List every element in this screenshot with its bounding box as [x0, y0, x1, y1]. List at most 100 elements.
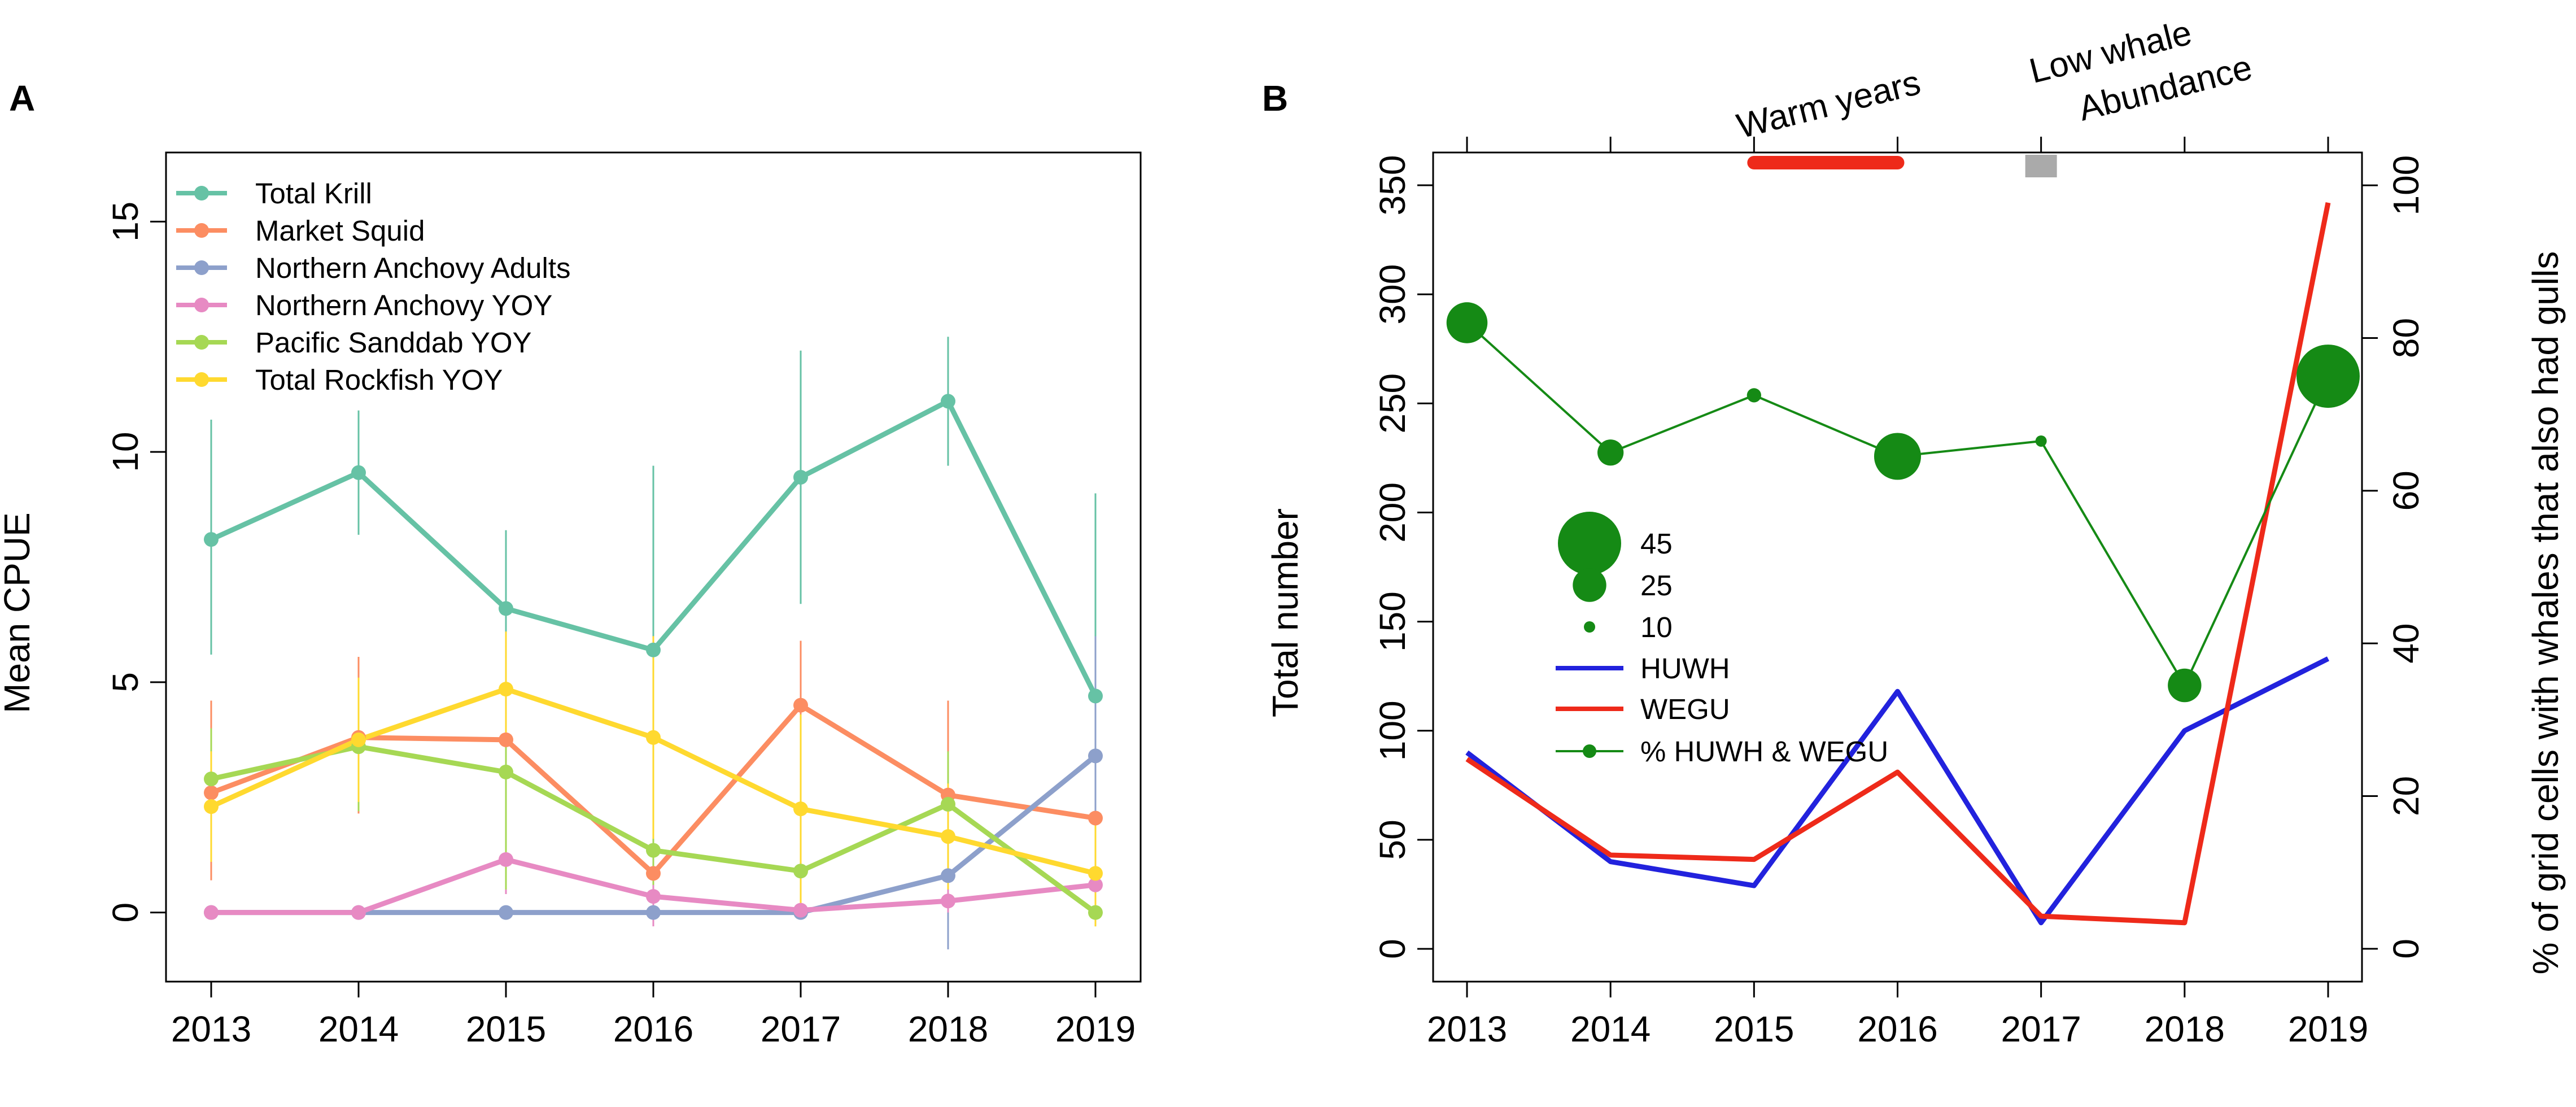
- panel-a-data-point: [499, 764, 513, 779]
- panel-b-legend-label: HUWH: [1640, 652, 1730, 685]
- panel-b-size-legend-marker: [1584, 621, 1595, 633]
- panel-a-data-point: [499, 601, 513, 616]
- panel-b-size-legend-label: 25: [1640, 569, 1673, 602]
- panel-a-data-point: [499, 682, 513, 697]
- panel-b-x-tick-label: 2014: [1570, 1009, 1651, 1049]
- panel-a-data-point: [793, 864, 808, 879]
- panel-b-y-tick-label: 0: [1372, 939, 1413, 959]
- panel-a-legend-marker: [194, 260, 209, 275]
- panel-a-data-point: [793, 469, 808, 485]
- panel-b-x-tick-label: 2015: [1714, 1009, 1794, 1049]
- panel-a-legend-marker: [194, 223, 209, 238]
- panel-b-right-y-tick-label: 40: [2386, 624, 2426, 664]
- panel-a-data-point: [499, 852, 513, 867]
- panel-b-data-point: [1446, 302, 1488, 343]
- panel-b-low-whale-marker: [2025, 155, 2057, 177]
- panel-b-y-tick-label: 100: [1372, 700, 1413, 761]
- panel-b-data-point: [1747, 388, 1761, 403]
- panel-a-data-point: [941, 868, 955, 883]
- panel-a-data-point: [351, 465, 366, 480]
- panel-b-y-tick-label: 200: [1372, 482, 1413, 543]
- panel-a-legend: Total Krill Market Squid Northern Anchovy …: [176, 177, 571, 396]
- panel-a-data-point: [646, 889, 661, 904]
- panel-b-right-y-tick-label: 60: [2386, 470, 2426, 511]
- panel-a-y-tick-label: 10: [105, 432, 146, 472]
- panel-a-data-point: [204, 772, 219, 787]
- panel-a-data-point: [1088, 688, 1103, 704]
- panel-a-data-point: [646, 642, 661, 657]
- panel-b-top-axis: [1466, 137, 2329, 154]
- panel-a-legend-label: Northern Anchovy YOY: [255, 289, 552, 321]
- panel-b-y-tick-label: 50: [1372, 820, 1413, 860]
- panel-a-y-tick-label: 5: [105, 672, 146, 692]
- panel-a-data-point: [941, 394, 955, 409]
- panel-b-size-legend-marker: [1573, 568, 1606, 602]
- panel-b-y-axis: 0 50 100 150 200 250 300 350: [1372, 155, 1434, 959]
- panel-b-size-legend-marker: [1558, 512, 1621, 575]
- panel-a-legend-label: Pacific Sanddab YOY: [255, 326, 532, 359]
- panel-a-x-tick-label: 2018: [908, 1009, 988, 1049]
- panel-b-x-tick-label: 2018: [2145, 1009, 2225, 1049]
- panel-b-legend-label: % HUWH & WEGU: [1640, 735, 1888, 768]
- panel-b-series-line: [1465, 656, 2330, 926]
- panel-b-series-points: [1446, 302, 2360, 703]
- panel-a-letter: A: [9, 78, 35, 119]
- panel-a-legend-marker: [194, 372, 209, 387]
- panel-a-legend-marker: [194, 298, 209, 312]
- panel-b-right-y-axis: 0 20 40 60 80 100: [2361, 155, 2426, 959]
- panel-a-data-point: [1088, 810, 1103, 826]
- panel-b-y-tick-label: 250: [1372, 373, 1413, 434]
- panel-b-size-legend-label: 10: [1640, 611, 1673, 643]
- panel-a-data-point: [646, 905, 661, 920]
- panel-a-data-point: [941, 829, 955, 844]
- panel-a-x-tick-label: 2014: [318, 1009, 399, 1049]
- panel-a-x-axis: 2013 2014 2015 2016 2017 2018 2019: [171, 980, 1136, 1049]
- panel-a-data-point: [646, 843, 661, 858]
- panel-a-data-point: [204, 532, 219, 547]
- panel-b-x-tick-label: 2013: [1427, 1009, 1507, 1049]
- panel-a-legend-label: Northern Anchovy Adults: [255, 252, 571, 284]
- panel-a-data-point: [646, 866, 661, 881]
- panel-a-y-axis: 0 5 10 15: [105, 202, 167, 923]
- panel-a-data-point: [204, 785, 219, 800]
- panel-a-legend-marker: [194, 186, 209, 201]
- panel-a-data-point: [793, 698, 808, 713]
- panel-a-data-point: [1088, 748, 1103, 764]
- panel-a-legend-marker: [194, 335, 209, 350]
- panel-a-data-point: [499, 732, 513, 747]
- panel-a-x-tick-label: 2016: [613, 1009, 693, 1049]
- panel-b-x-tick-label: 2017: [2001, 1009, 2081, 1049]
- panel-b-letter: B: [1262, 78, 1288, 119]
- panel-b-data-point: [1874, 433, 1922, 480]
- panel-a-data-point: [351, 905, 366, 920]
- panel-b-series-line: [1465, 202, 2331, 926]
- panel-b-y-axis-title: Total number: [1265, 508, 1306, 717]
- panel-a-data-point: [793, 903, 808, 918]
- panel-b-right-y-tick-label: 80: [2386, 318, 2426, 358]
- panel-a-data-point: [941, 894, 955, 909]
- panel-b-y-tick-label: 350: [1372, 155, 1413, 216]
- panel-b-size-legend-label: 45: [1640, 528, 1673, 560]
- panel-a-y-tick-label: 15: [105, 202, 146, 242]
- panel-b-right-y-tick-label: 20: [2386, 776, 2426, 816]
- panel-b-y-tick-label: 150: [1372, 591, 1413, 652]
- panel-a-data-point: [1088, 905, 1103, 920]
- panel-b-y-tick-label: 300: [1372, 264, 1413, 325]
- panel-a-y-tick-label: 0: [105, 903, 146, 923]
- panel-a-data-point: [941, 797, 955, 812]
- panel-a-x-tick-label: 2013: [171, 1009, 251, 1049]
- panel-a-data-point: [204, 799, 219, 814]
- panel-a-x-tick-label: 2017: [761, 1009, 841, 1049]
- panel-a-data-point: [1088, 866, 1103, 881]
- panel-b-right-y-axis-title: % of grid cells with whales that also ha…: [2525, 251, 2566, 975]
- panel-a-data-point: [793, 801, 808, 817]
- panel-b-x-tick-label: 2019: [2288, 1009, 2368, 1049]
- panel-a-data-point: [646, 730, 661, 745]
- panel-b-data-point: [1597, 439, 1624, 466]
- panel-b-legend-label: WEGU: [1640, 693, 1730, 725]
- panel-a-x-tick-label: 2019: [1055, 1009, 1136, 1049]
- panel-a-data-point: [1088, 877, 1103, 892]
- panel-a-y-axis-title: Mean CPUE: [0, 512, 37, 713]
- panel-b-legend: 45 25 10 HUWH WEGU % HUWH & WEGU: [1556, 512, 1888, 768]
